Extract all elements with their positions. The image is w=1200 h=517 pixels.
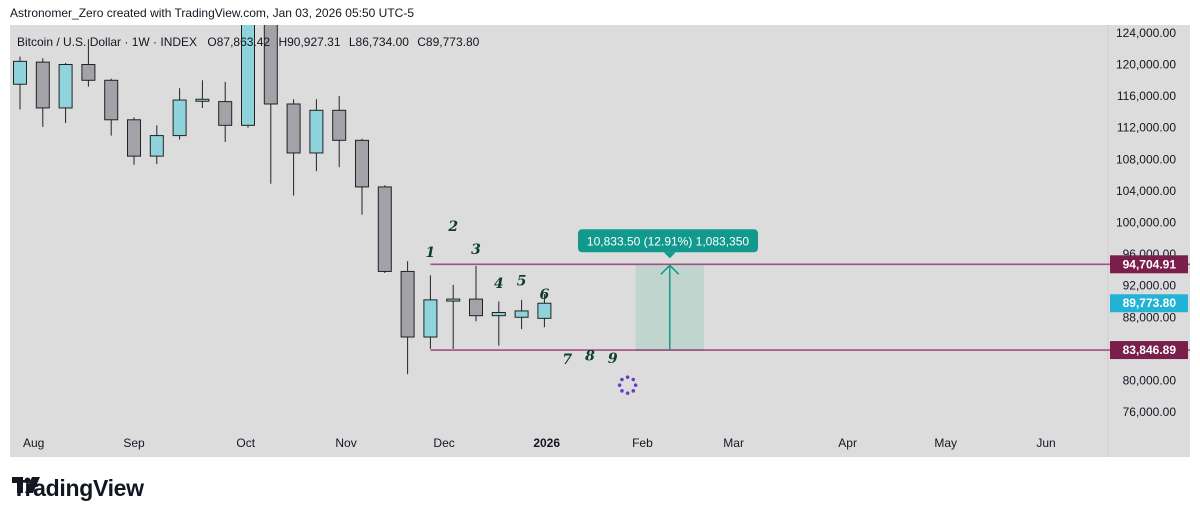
wave-count-labels: 123 4 56 7 8 9 — [426, 219, 618, 368]
y-tick-label: 80,000.00 — [1123, 373, 1177, 387]
x-tick-label: May — [934, 436, 957, 450]
y-axis: 124,000.00 120,000.00 116,000.00 112,000.00… — [1116, 26, 1176, 419]
series-title: Bitcoin / U.S. Dollar · 1W · INDEX O87,8… — [17, 35, 480, 49]
measure-label-text: 10,833.50 (12.91%) 1,083,350 — [587, 234, 749, 248]
candle-body — [537, 302, 552, 319]
candle-body — [104, 79, 119, 121]
wave-label: 5 — [517, 274, 527, 290]
last-price-tag-bg — [1110, 294, 1188, 313]
candle-body — [81, 63, 96, 81]
projection-dot — [620, 377, 624, 382]
y-tick-label: 76,000.00 — [1123, 405, 1177, 419]
wave-label: 7 — [562, 352, 572, 368]
candle-body — [35, 61, 50, 109]
y-tick-label: 92,000.00 — [1123, 279, 1177, 293]
candle-body — [195, 98, 210, 102]
candle-body — [446, 298, 461, 302]
wave-label: 9 — [608, 351, 618, 367]
x-tick-label: Jun — [1036, 436, 1055, 450]
candle-body — [127, 119, 141, 157]
candle-body — [400, 270, 415, 338]
x-axis: Aug Sep Oct Nov Dec 2026 Feb Mar Apr May Jun — [23, 436, 1056, 450]
projection-dot — [633, 383, 638, 387]
level-tag-1-bg — [1110, 255, 1188, 274]
wave-label: 8 — [585, 349, 595, 365]
x-tick-label: Aug — [23, 436, 44, 450]
candle-body — [241, 25, 255, 126]
measure-arrow-head — [660, 264, 680, 275]
x-tick-label: Mar — [723, 436, 744, 450]
x-tick-label: Apr — [838, 436, 857, 450]
candle-body — [218, 101, 233, 126]
candle-body — [286, 103, 301, 154]
projection-dot — [631, 377, 636, 382]
x-tick-label: 2026 — [533, 436, 560, 450]
candle-body — [469, 298, 483, 317]
x-tick-label: Nov — [335, 436, 356, 450]
price-tags: 94,704.91 83,846.89 89,773.80 — [1110, 255, 1188, 360]
wave-label: 6 — [540, 287, 550, 303]
ohlc-close: C89,773.80 — [417, 35, 479, 49]
measure-label-pointer — [663, 252, 676, 259]
candle-body — [149, 135, 164, 157]
y-tick-label: 88,000.00 — [1123, 310, 1177, 324]
level-tag-2-bg — [1110, 341, 1188, 360]
horizontal-levels — [430, 263, 1190, 351]
y-tick-label: 124,000.00 — [1116, 26, 1176, 40]
wave-label: 4 — [494, 276, 504, 292]
candles — [13, 25, 552, 375]
projection-dot — [625, 391, 630, 395]
wave-label: 2 — [447, 219, 458, 235]
candle-body — [309, 109, 324, 154]
y-tick-label: 100,000.00 — [1116, 215, 1176, 229]
y-tick-label: 120,000.00 — [1116, 57, 1176, 71]
candle-body — [332, 109, 347, 141]
x-tick-label: Feb — [632, 436, 653, 450]
candle-body — [491, 312, 506, 317]
price-chart[interactable]: 10,833.50 (12.91%) 1,083,350 123 4 56 7 8 9 1… — [10, 25, 1190, 457]
wave-label: 1 — [426, 245, 436, 261]
candle-body — [263, 25, 278, 105]
measure-label-box — [578, 229, 758, 253]
last-price-tag-text: 89,773.80 — [1123, 296, 1177, 310]
wave-label: 3 — [471, 242, 481, 258]
y-tick-label: 112,000.00 — [1117, 121, 1176, 135]
projection-dots — [617, 375, 638, 395]
candle-body — [355, 139, 369, 188]
y-tick-label: 104,000.00 — [1116, 184, 1176, 198]
x-tick-label: Oct — [236, 436, 255, 450]
measure-tool[interactable]: 10,833.50 (12.91%) 1,083,350 — [578, 229, 758, 351]
projection-dot — [620, 389, 624, 393]
ohlc-open: O87,863.42 — [207, 35, 270, 49]
chart-credit: Astronomer_Zero created with TradingView… — [10, 6, 414, 20]
y-tick-label: 108,000.00 — [1116, 152, 1176, 166]
candle-body — [377, 186, 392, 272]
tradingview-logo: TradingView — [12, 475, 144, 502]
ohlc-low: L86,734.00 — [349, 35, 409, 49]
candle-body — [423, 299, 438, 338]
candle-body — [172, 99, 187, 137]
candle-body — [13, 60, 27, 85]
projection-dot — [631, 389, 636, 393]
candle-body — [58, 63, 73, 109]
tradingview-logo-icon — [12, 477, 40, 493]
x-tick-label: Sep — [123, 436, 145, 450]
projection-dot — [625, 375, 630, 379]
x-tick-label: Dec — [433, 436, 454, 450]
level-tag-1-text: 94,704.91 — [1123, 257, 1177, 271]
series-title-text: Bitcoin / U.S. Dollar · 1W · INDEX — [17, 35, 197, 49]
candle-body — [514, 310, 529, 318]
projection-dot — [617, 383, 622, 387]
y-tick-label: 116,000.00 — [1117, 89, 1176, 103]
level-tag-2-text: 83,846.89 — [1123, 343, 1177, 357]
ohlc-high: H90,927.31 — [278, 35, 340, 49]
